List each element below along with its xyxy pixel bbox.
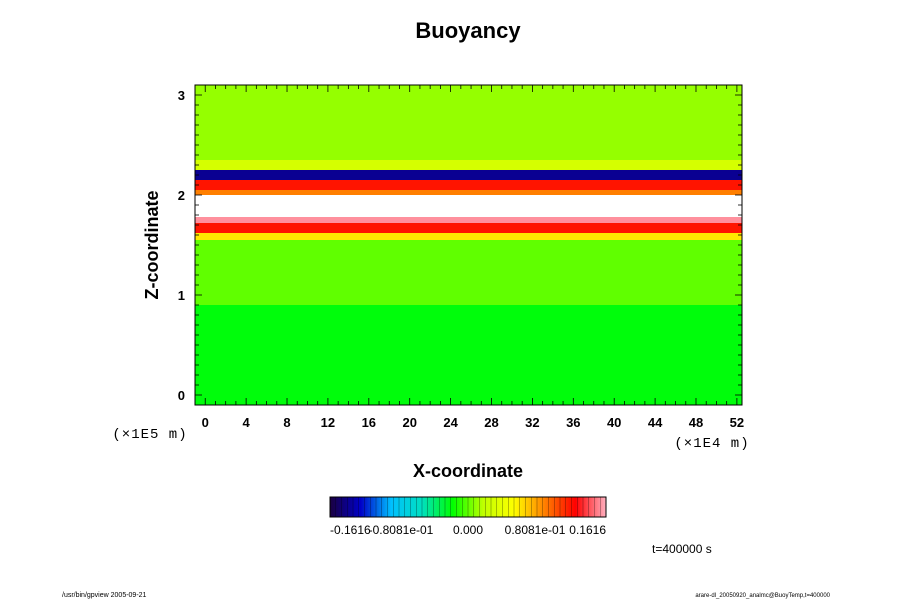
x-tick-label: 0 xyxy=(202,415,209,430)
heatmap-band-1 xyxy=(195,240,742,305)
colorbar-tick-label: -0.1616 xyxy=(330,523,371,537)
x-tick-label: 4 xyxy=(243,415,251,430)
y-axis-unit: (×1E5 m) xyxy=(112,427,187,443)
footer-right: arare-dl_20050920_analmc@BuoyTemp,t=4000… xyxy=(695,593,830,599)
y-axis-label: Z-coordinate xyxy=(142,190,162,299)
y-tick-label: 2 xyxy=(178,188,185,203)
heatmap-band-10 xyxy=(195,85,742,160)
heatmap-band-4 xyxy=(195,217,742,223)
x-tick-label: 32 xyxy=(525,415,539,430)
heatmap-band-7 xyxy=(195,180,742,190)
y-tick-label: 0 xyxy=(178,388,185,403)
plot-frame xyxy=(194,84,743,406)
heatmap-band-8 xyxy=(195,170,742,180)
chart-title: Buoyancy xyxy=(415,18,521,43)
x-tick-label: 36 xyxy=(566,415,580,430)
x-tick-label: 52 xyxy=(730,415,744,430)
heatmap-band-5 xyxy=(195,195,742,217)
heatmap-band-2 xyxy=(195,233,742,240)
colorbar-tick-label: -0.8081e-01 xyxy=(369,523,434,537)
x-tick-label: 12 xyxy=(321,415,335,430)
x-axis-unit: (×1E4 m) xyxy=(674,436,749,452)
plot-area xyxy=(195,85,742,405)
colorbar-tick-label: 0.1616 xyxy=(569,523,606,537)
footer-left: /usr/bin/gpview 2005-09-21 xyxy=(62,592,147,599)
colorbar-tick-label: 0.000 xyxy=(453,523,483,537)
heatmap-band-3 xyxy=(195,223,742,233)
heatmap-band-9 xyxy=(195,160,742,170)
x-tick-label: 24 xyxy=(443,415,458,430)
time-annotation: t=400000 s xyxy=(652,542,712,556)
x-tick-label: 16 xyxy=(362,415,376,430)
x-tick-label: 48 xyxy=(689,415,703,430)
y-tick-label: 1 xyxy=(178,288,185,303)
heatmap-band-6 xyxy=(195,190,742,195)
x-tick-label: 40 xyxy=(607,415,621,430)
colorbar-tick-labels: -0.1616-0.8081e-01 0.000 0.8081e-01 0.1616 xyxy=(330,523,606,537)
y-tick-label: 3 xyxy=(178,88,185,103)
x-tick-label: 8 xyxy=(283,415,290,430)
x-axis-label: X-coordinate xyxy=(413,461,523,481)
x-tick-label: 20 xyxy=(402,415,416,430)
colorbar-tick-label: 0.8081e-01 xyxy=(505,523,566,537)
x-tick-label: 44 xyxy=(648,415,663,430)
heatmap-band-0 xyxy=(195,305,742,405)
y-axis-ticks: 0 1 2 3 xyxy=(178,88,742,403)
x-axis-ticks: 0 4 8 12 16 20 24 28 32 36 40 44 48 52 xyxy=(202,85,744,430)
colorbar-divisions xyxy=(335,497,601,517)
x-tick-label: 28 xyxy=(484,415,498,430)
